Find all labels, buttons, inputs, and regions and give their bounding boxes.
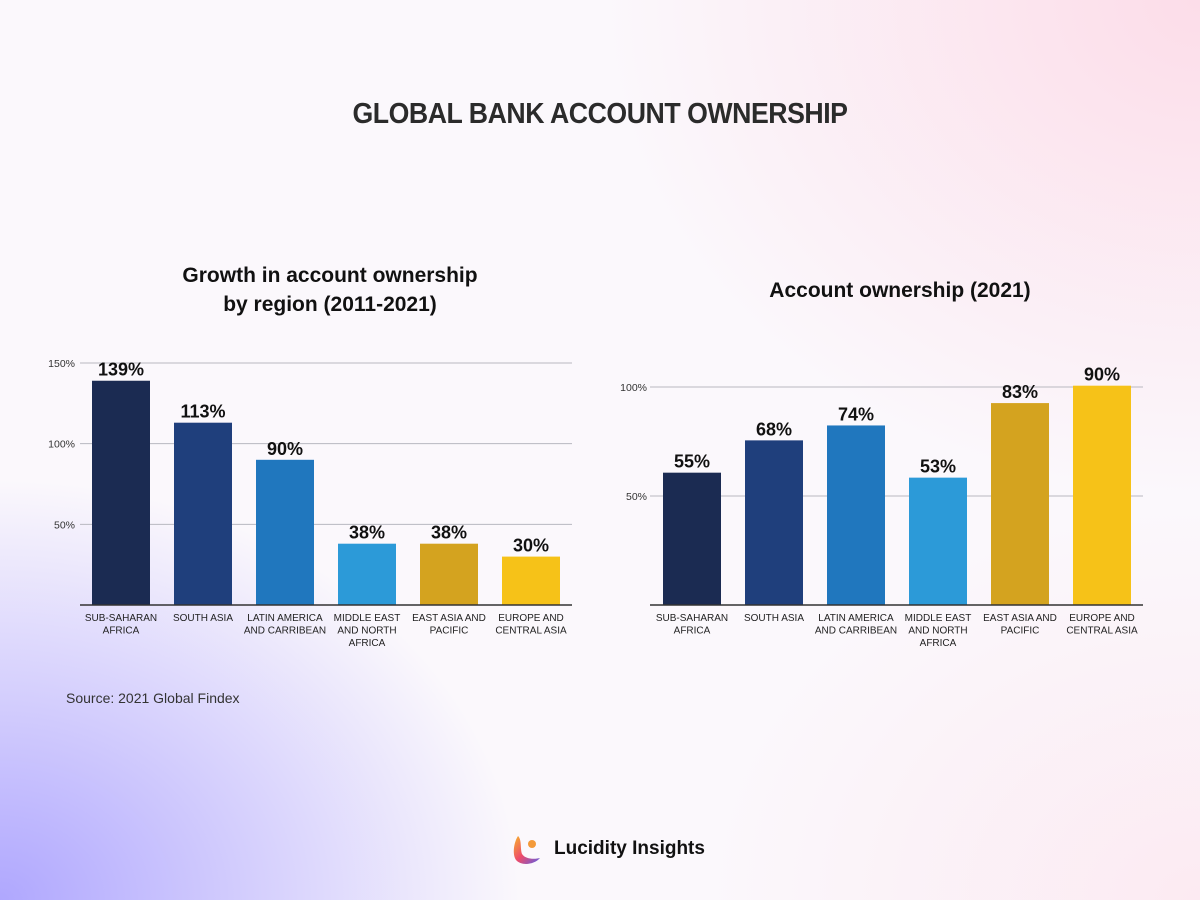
chart1-title-line2: by region (2011-2021) — [223, 293, 437, 316]
chart2-category-label: CENTRAL ASIA — [1066, 626, 1138, 637]
chart1-title: Growth in account ownership by region (2… — [130, 261, 530, 319]
chart1-category-label: PACIFIC — [430, 626, 469, 637]
source-note: Source: 2021 Global Findex — [66, 690, 240, 706]
chart2-bar — [663, 472, 721, 605]
chart2-category-label: MIDDLE EAST — [905, 613, 972, 624]
chart2-category-label: EAST ASIA AND — [983, 613, 1057, 624]
chart1-category-label: EAST ASIA AND — [412, 613, 486, 624]
chart1-ytick-label: 100% — [48, 439, 75, 451]
lucidity-logo-icon — [513, 836, 540, 864]
chart2-data-label: 55% — [674, 452, 710, 472]
chart2-bar — [827, 425, 885, 605]
chart1-category-label: LATIN AMERICA — [247, 613, 323, 624]
chart2-data-label: 90% — [1084, 365, 1120, 385]
chart2-category-label: AFRICA — [674, 626, 711, 637]
chart1-category-label: AND CARRIBEAN — [244, 626, 326, 637]
chart2-title: Account ownership (2021) — [769, 279, 1031, 302]
chart1-category-label: AND NORTH — [337, 626, 396, 637]
chart2-data-label: 74% — [838, 404, 874, 424]
chart2-category-label: EUROPE AND — [1069, 613, 1135, 624]
chart2-category-label: AFRICA — [920, 638, 957, 649]
chart1-category-label: MIDDLE EAST — [334, 613, 401, 624]
chart2-bar — [909, 477, 967, 605]
chart1-category-label: AFRICA — [103, 626, 140, 637]
chart1-category-label: AFRICA — [349, 638, 386, 649]
chart2-category-label: AND NORTH — [908, 626, 967, 637]
chart2-category-label: SOUTH ASIA — [744, 613, 804, 624]
chart2-bar — [991, 403, 1049, 605]
chart1-data-label: 30% — [513, 536, 549, 556]
chart2-category-label: AND CARRIBEAN — [815, 626, 897, 637]
chart2-ytick-label: 50% — [626, 491, 647, 503]
chart2-category-label: PACIFIC — [1001, 626, 1040, 637]
chart1-title-line1: Growth in account ownership — [182, 264, 478, 287]
chart2-ytick-label: 100% — [620, 382, 647, 394]
chart1-bar — [256, 459, 314, 605]
brand-logo: Lucidity Insights — [512, 832, 705, 866]
chart2-bar — [1073, 385, 1131, 605]
chart1-ytick-label: 50% — [54, 519, 75, 531]
chart1-category-label: EUROPE AND — [498, 613, 564, 624]
chart1-data-label: 113% — [180, 402, 225, 422]
chart2-data-label: 53% — [920, 457, 956, 477]
chart2-bar — [745, 440, 803, 605]
chart1-data-label: 38% — [431, 523, 467, 543]
chart1-data-label: 90% — [267, 439, 303, 459]
chart1-ytick-label: 150% — [48, 358, 75, 370]
chart1-bar — [420, 543, 478, 605]
chart1-bar — [92, 380, 150, 605]
page-title: GLOBAL BANK ACCOUNT OWNERSHIP — [352, 98, 848, 130]
chart2-data-label: 83% — [1002, 382, 1038, 402]
chart2-data-label: 68% — [756, 419, 792, 439]
chart1-bar — [338, 543, 396, 605]
chart2-category-label: LATIN AMERICA — [818, 613, 894, 624]
brand-name: Lucidity Insights — [554, 838, 705, 859]
chart1-bar — [502, 556, 560, 605]
chart1-category-label: SUB-SAHARAN — [85, 613, 157, 624]
chart1-data-label: 139% — [98, 360, 144, 380]
chart2-category-label: SUB-SAHARAN — [656, 613, 728, 624]
chart1-data-label: 38% — [349, 523, 385, 543]
chart1-bar — [174, 422, 232, 605]
chart1-category-label: CENTRAL ASIA — [495, 626, 567, 637]
chart1-category-label: SOUTH ASIA — [173, 613, 233, 624]
